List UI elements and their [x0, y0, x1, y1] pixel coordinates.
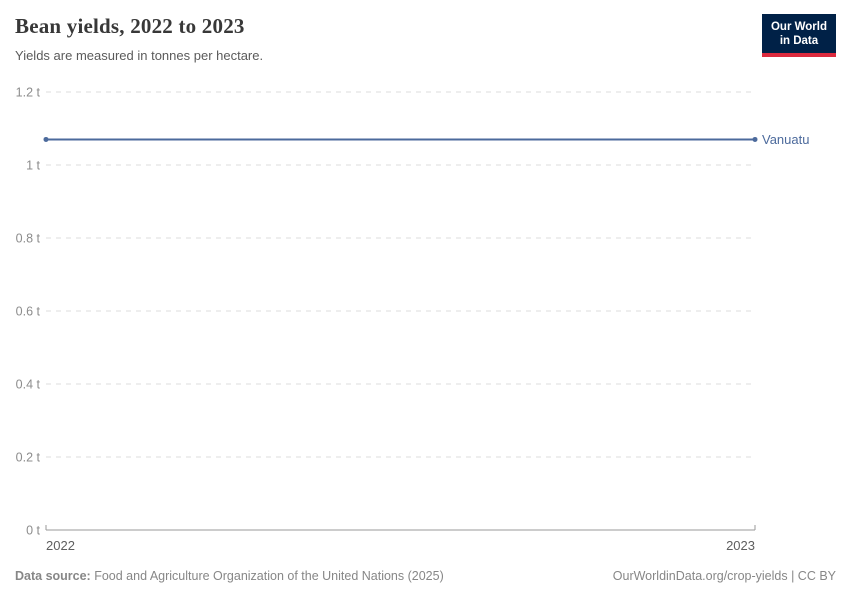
y-tick-label: 0 t	[26, 524, 40, 538]
header-text: Bean yields, 2022 to 2023 Yields are mea…	[15, 14, 263, 63]
y-tick-label: 0.6 t	[16, 305, 41, 319]
owid-logo[interactable]: Our World in Data	[761, 14, 836, 57]
series-start-point	[43, 136, 49, 142]
credits-link[interactable]: OurWorldinData.org/crop-yields | CC BY	[612, 569, 836, 583]
y-tick-label: 0.8 t	[16, 232, 41, 246]
data-source-label: Data source:	[15, 569, 91, 583]
owid-logo-line2: in Data	[779, 35, 819, 48]
x-tick-label: 2022	[46, 538, 75, 553]
series-end-point	[752, 136, 758, 142]
y-tick-label: 1.2 t	[16, 86, 41, 100]
chart-subtitle: Yields are measured in tonnes per hectar…	[15, 48, 264, 63]
chart-footer: Data source: Food and Agriculture Organi…	[15, 569, 836, 583]
page-title: Bean yields, 2022 to 2023	[15, 14, 245, 38]
owid-logo-line1: Our World	[770, 21, 827, 33]
data-source-note: Data source: Food and Agriculture Organi…	[15, 569, 444, 583]
y-tick-label: 0.4 t	[16, 378, 41, 392]
series-label[interactable]: Vanuatu	[762, 132, 809, 147]
y-tick-label: 1 t	[26, 159, 40, 173]
x-tick-label: 2023	[726, 538, 755, 553]
chart-header: Bean yields, 2022 to 2023 Yields are mea…	[15, 14, 836, 63]
data-source-text: Food and Agriculture Organization of the…	[94, 569, 444, 583]
y-tick-label: 0.2 t	[16, 451, 41, 465]
